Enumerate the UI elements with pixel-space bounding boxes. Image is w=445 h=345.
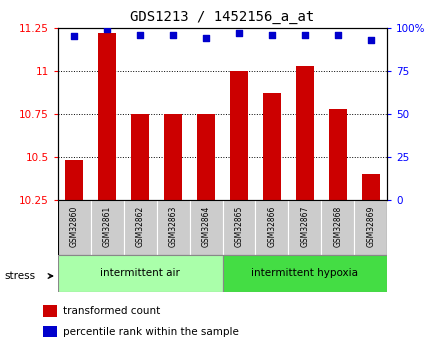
Bar: [296, 66, 314, 200]
Bar: [321, 200, 354, 255]
Bar: [354, 200, 387, 255]
Point: [202, 35, 210, 41]
Point: [268, 32, 275, 37]
Point: [334, 32, 341, 37]
Text: GSM32862: GSM32862: [136, 206, 145, 247]
Text: GSM32863: GSM32863: [169, 206, 178, 247]
Bar: [124, 200, 157, 255]
Bar: [44, 305, 57, 317]
Bar: [65, 160, 83, 200]
Point: [235, 30, 243, 36]
Bar: [288, 200, 321, 255]
Point: [301, 32, 308, 37]
Text: stress: stress: [4, 271, 36, 281]
Bar: [362, 174, 380, 200]
Bar: [230, 71, 248, 200]
Bar: [190, 200, 222, 255]
Bar: [98, 33, 116, 200]
Bar: [197, 114, 215, 200]
Text: GSM32869: GSM32869: [366, 206, 375, 247]
Point: [170, 32, 177, 37]
Bar: [255, 200, 288, 255]
Text: GSM32860: GSM32860: [70, 206, 79, 247]
Point: [104, 27, 111, 32]
Text: GSM32866: GSM32866: [267, 206, 276, 247]
Point: [71, 33, 78, 39]
Bar: [44, 326, 57, 337]
Text: GSM32868: GSM32868: [333, 206, 342, 247]
Text: GSM32864: GSM32864: [202, 206, 210, 247]
Bar: [329, 109, 347, 200]
Bar: [263, 93, 281, 200]
Text: GSM32865: GSM32865: [235, 206, 243, 247]
Text: GSM32867: GSM32867: [300, 206, 309, 247]
Bar: [58, 255, 222, 292]
Bar: [131, 114, 149, 200]
Bar: [222, 200, 255, 255]
Point: [137, 32, 144, 37]
Text: GDS1213 / 1452156_a_at: GDS1213 / 1452156_a_at: [130, 10, 315, 24]
Bar: [157, 200, 190, 255]
Text: intermittent hypoxia: intermittent hypoxia: [251, 268, 358, 278]
Bar: [58, 200, 91, 255]
Bar: [222, 255, 387, 292]
Bar: [91, 200, 124, 255]
Text: transformed count: transformed count: [63, 306, 160, 316]
Bar: [164, 114, 182, 200]
Text: GSM32861: GSM32861: [103, 206, 112, 247]
Point: [367, 37, 374, 42]
Text: intermittent air: intermittent air: [100, 268, 180, 278]
Text: percentile rank within the sample: percentile rank within the sample: [63, 327, 239, 337]
